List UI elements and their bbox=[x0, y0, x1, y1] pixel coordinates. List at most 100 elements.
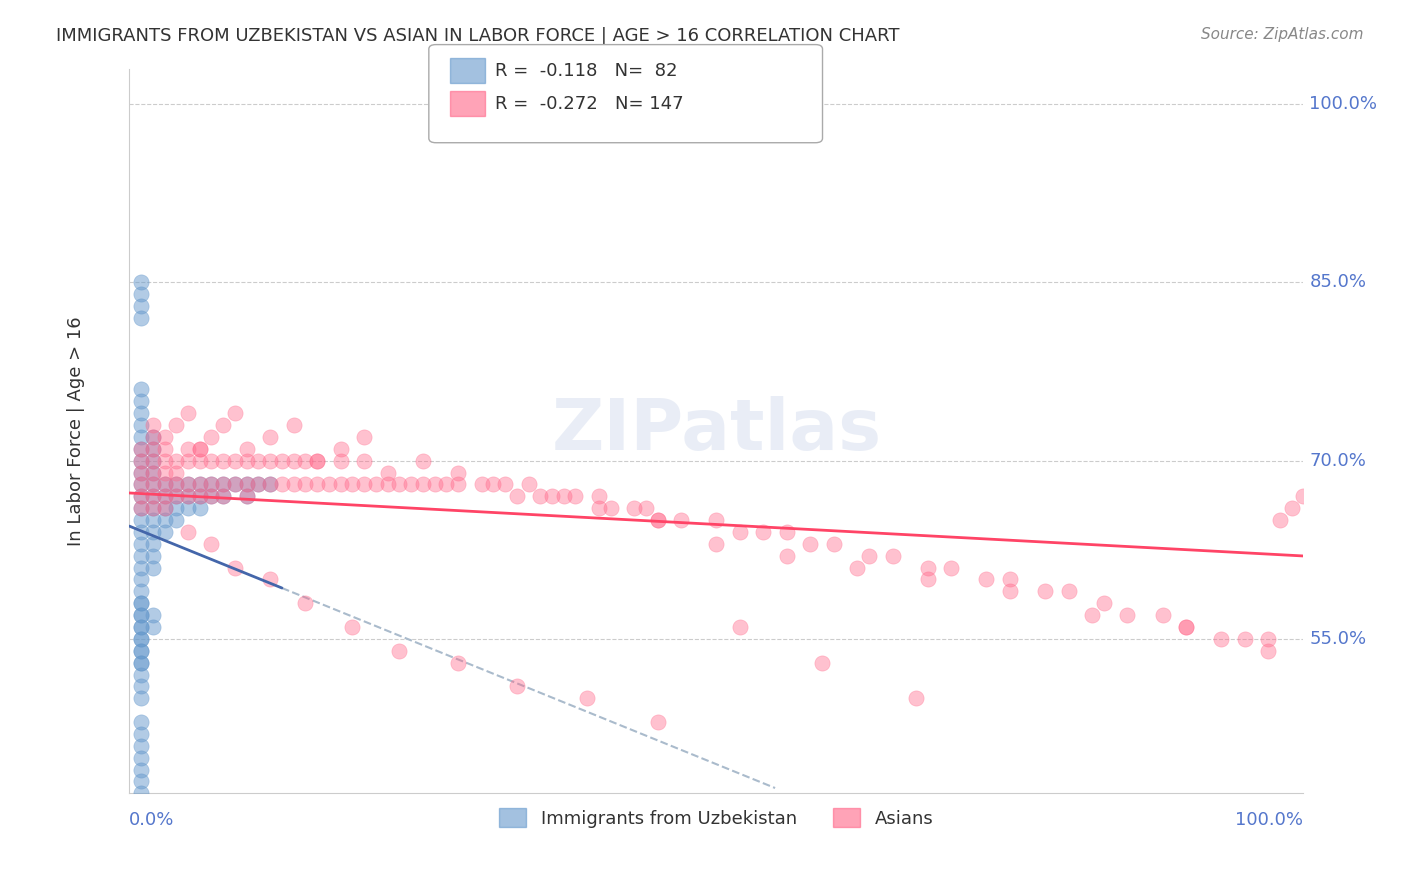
Point bbox=[129, 489, 152, 503]
Point bbox=[142, 524, 165, 539]
Point bbox=[129, 442, 152, 456]
Point bbox=[188, 489, 211, 503]
Point bbox=[1092, 596, 1115, 610]
Point bbox=[142, 560, 165, 574]
Point bbox=[129, 406, 152, 420]
Point bbox=[1116, 608, 1139, 623]
Point bbox=[377, 466, 399, 480]
Point bbox=[235, 453, 257, 467]
Point bbox=[177, 489, 200, 503]
Point bbox=[129, 299, 152, 313]
Point bbox=[706, 513, 728, 527]
Point bbox=[212, 489, 235, 503]
Point bbox=[129, 680, 152, 694]
Point bbox=[153, 524, 176, 539]
Point bbox=[399, 477, 422, 491]
Point bbox=[634, 501, 657, 516]
Point bbox=[224, 560, 246, 574]
Point bbox=[482, 477, 505, 491]
Point bbox=[998, 573, 1021, 587]
Point bbox=[153, 489, 176, 503]
Point bbox=[588, 501, 610, 516]
Point bbox=[941, 560, 963, 574]
Point bbox=[353, 453, 375, 467]
Point bbox=[165, 513, 187, 527]
Point bbox=[259, 477, 281, 491]
Point bbox=[1257, 644, 1279, 658]
Point bbox=[728, 524, 751, 539]
Text: R =  -0.118   N=  82: R = -0.118 N= 82 bbox=[495, 62, 678, 80]
Point bbox=[142, 549, 165, 563]
Point bbox=[129, 656, 152, 670]
Point bbox=[142, 608, 165, 623]
Point bbox=[224, 453, 246, 467]
Point bbox=[283, 453, 305, 467]
Point bbox=[259, 430, 281, 444]
Point bbox=[142, 453, 165, 467]
Point bbox=[129, 466, 152, 480]
Point bbox=[142, 430, 165, 444]
Point bbox=[177, 406, 200, 420]
Text: Source: ZipAtlas.com: Source: ZipAtlas.com bbox=[1201, 27, 1364, 42]
Point bbox=[294, 477, 316, 491]
Point bbox=[188, 489, 211, 503]
Point bbox=[188, 442, 211, 456]
Point bbox=[882, 549, 904, 563]
Point bbox=[129, 524, 152, 539]
Point bbox=[776, 549, 799, 563]
Point bbox=[129, 430, 152, 444]
Point bbox=[153, 501, 176, 516]
Point bbox=[129, 786, 152, 800]
Point bbox=[129, 453, 152, 467]
Point bbox=[142, 442, 165, 456]
Point bbox=[283, 417, 305, 432]
Point bbox=[129, 276, 152, 290]
Point bbox=[412, 477, 434, 491]
Point bbox=[259, 453, 281, 467]
Point bbox=[142, 430, 165, 444]
Point bbox=[200, 430, 222, 444]
Point bbox=[447, 466, 470, 480]
Point bbox=[153, 453, 176, 467]
Point bbox=[129, 656, 152, 670]
Point bbox=[129, 513, 152, 527]
Point bbox=[212, 417, 235, 432]
Point bbox=[647, 513, 669, 527]
Point bbox=[200, 477, 222, 491]
Point bbox=[188, 477, 211, 491]
Point bbox=[728, 620, 751, 634]
Point bbox=[129, 501, 152, 516]
Point bbox=[294, 453, 316, 467]
Point bbox=[235, 442, 257, 456]
Point bbox=[165, 489, 187, 503]
Point bbox=[188, 477, 211, 491]
Point bbox=[129, 691, 152, 706]
Text: In Labor Force | Age > 16: In Labor Force | Age > 16 bbox=[67, 316, 86, 546]
Point bbox=[165, 453, 187, 467]
Point bbox=[142, 513, 165, 527]
Text: 55.0%: 55.0% bbox=[1309, 630, 1367, 648]
Point bbox=[364, 477, 387, 491]
Point bbox=[165, 466, 187, 480]
Point bbox=[318, 477, 340, 491]
Point bbox=[177, 442, 200, 456]
Point bbox=[329, 477, 352, 491]
Point bbox=[447, 656, 470, 670]
Point bbox=[129, 763, 152, 777]
Point bbox=[1033, 584, 1056, 599]
Point bbox=[142, 477, 165, 491]
Point bbox=[188, 453, 211, 467]
Point bbox=[129, 608, 152, 623]
Point bbox=[647, 513, 669, 527]
Point bbox=[129, 632, 152, 646]
Point bbox=[846, 560, 869, 574]
Point bbox=[177, 477, 200, 491]
Point bbox=[564, 489, 586, 503]
Point bbox=[129, 714, 152, 729]
Point bbox=[235, 477, 257, 491]
Point bbox=[129, 442, 152, 456]
Text: 100.0%: 100.0% bbox=[1236, 811, 1303, 830]
Point bbox=[1152, 608, 1174, 623]
Point bbox=[129, 477, 152, 491]
Point bbox=[1268, 513, 1291, 527]
